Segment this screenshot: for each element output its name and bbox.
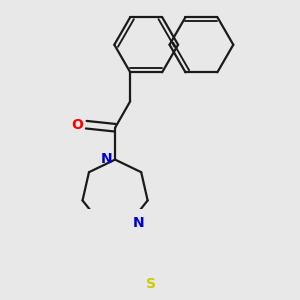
Text: N: N — [100, 152, 112, 166]
Text: S: S — [146, 277, 156, 291]
Text: O: O — [71, 118, 83, 132]
Text: N: N — [133, 216, 144, 230]
